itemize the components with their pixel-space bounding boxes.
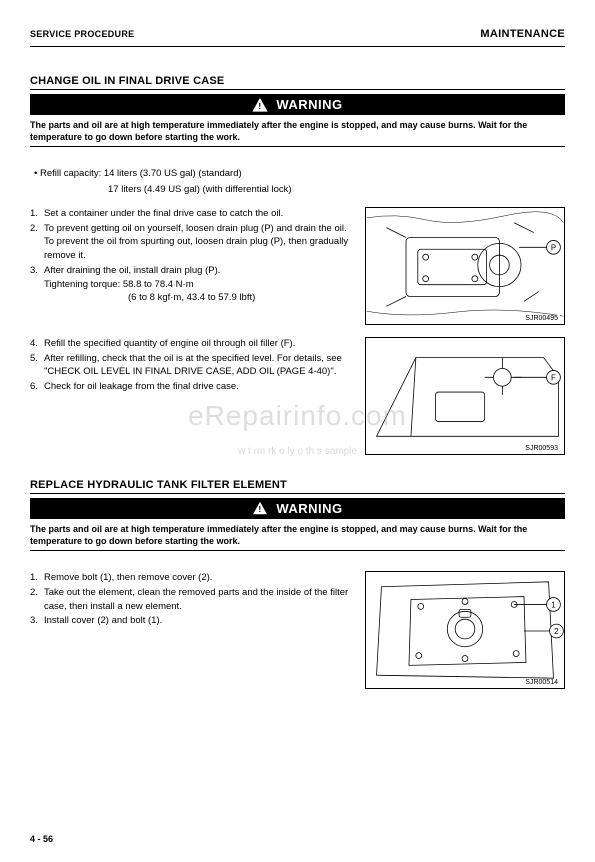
svg-text:!: !: [259, 100, 262, 110]
refill-line-2: 17 liters (4.49 US gal) (with differenti…: [108, 183, 565, 197]
section1-text-a: Set a container under the final drive ca…: [30, 207, 349, 306]
section1-warning-body: The parts and oil are at high temperatur…: [30, 119, 565, 143]
header-right: MAINTENANCE: [480, 28, 565, 40]
section2-title-rule: [30, 493, 565, 494]
step-a-1: Set a container under the final drive ca…: [30, 207, 349, 221]
section1-title-rule: [30, 89, 565, 90]
p-marker: P: [551, 243, 556, 252]
step-a-3: After draining the oil, install drain pl…: [30, 264, 349, 305]
figure-1: P SJR00495: [365, 207, 565, 325]
warning-icon: !: [252, 98, 268, 112]
figure-2-col: F SJR00593: [365, 337, 565, 455]
figure-1-code: SJR00495: [523, 315, 560, 322]
svg-text:F: F: [551, 373, 556, 382]
figure-2: F SJR00593: [365, 337, 565, 455]
warning-icon: !: [252, 501, 268, 515]
step-b-4: Refill the specified quantity of engine …: [30, 337, 349, 351]
svg-text:1: 1: [551, 600, 555, 609]
svg-text:2: 2: [554, 627, 558, 636]
header-left: SERVICE PROCEDURE: [30, 29, 134, 39]
step2-3: Install cover (2) and bolt (1).: [30, 614, 349, 628]
figure-3-code: SJR00514: [523, 679, 560, 686]
section1-warning-bar: ! WARNING: [30, 94, 565, 115]
refill-block: • Refill capacity: 14 liters (3.70 US ga…: [30, 167, 565, 197]
figure-3-col: 1 2 SJR00514: [365, 571, 565, 689]
warning-label: WARNING: [276, 97, 342, 112]
figure-1-col: P SJR00495: [365, 207, 565, 325]
step-b-5: After refilling, check that the oil is a…: [30, 352, 349, 380]
figure-3: 1 2 SJR00514: [365, 571, 565, 689]
section2: REPLACE HYDRAULIC TANK FILTER ELEMENT ! …: [30, 479, 565, 689]
svg-text:!: !: [259, 504, 262, 514]
section1-text-b: Refill the specified quantity of engine …: [30, 337, 349, 395]
section2-warning-body: The parts and oil are at high temperatur…: [30, 523, 565, 547]
section2-steps: Remove bolt (1), then remove cover (2). …: [30, 571, 349, 628]
header-rule: [30, 46, 565, 47]
figure-2-code: SJR00593: [523, 445, 560, 452]
refill-line-1: • Refill capacity: 14 liters (3.70 US ga…: [34, 167, 565, 181]
step2-2: Take out the element, clean the removed …: [30, 586, 349, 614]
step-a-3-sub2: (6 to 8 kgf·m, 43.4 to 57.9 lbft): [44, 291, 349, 305]
step2-1: Remove bolt (1), then remove cover (2).: [30, 571, 349, 585]
page-number: 4 - 56: [30, 834, 53, 844]
warning-label: WARNING: [276, 501, 342, 516]
section1-title: CHANGE OIL IN FINAL DRIVE CASE: [30, 75, 565, 87]
step-a-2-sub: To prevent the oil from spurting out, lo…: [44, 235, 349, 263]
section1-block-b: Refill the specified quantity of engine …: [30, 337, 565, 455]
section1-warning-rule: [30, 146, 565, 147]
section2-warning-rule: [30, 550, 565, 551]
step-a-3-sub1: Tightening torque: 58.8 to 78.4 N·m: [44, 278, 349, 292]
steps-b: Refill the specified quantity of engine …: [30, 337, 349, 394]
section1-block-a: Set a container under the final drive ca…: [30, 207, 565, 325]
steps-a: Set a container under the final drive ca…: [30, 207, 349, 305]
page-header: SERVICE PROCEDURE MAINTENANCE: [30, 28, 565, 40]
section2-warning-bar: ! WARNING: [30, 498, 565, 519]
step-b-6: Check for oil leakage from the final dri…: [30, 380, 349, 394]
section2-title: REPLACE HYDRAULIC TANK FILTER ELEMENT: [30, 479, 565, 491]
step-a-2: To prevent getting oil on yourself, loos…: [30, 222, 349, 263]
section2-text: Remove bolt (1), then remove cover (2). …: [30, 571, 349, 629]
section2-block: Remove bolt (1), then remove cover (2). …: [30, 571, 565, 689]
